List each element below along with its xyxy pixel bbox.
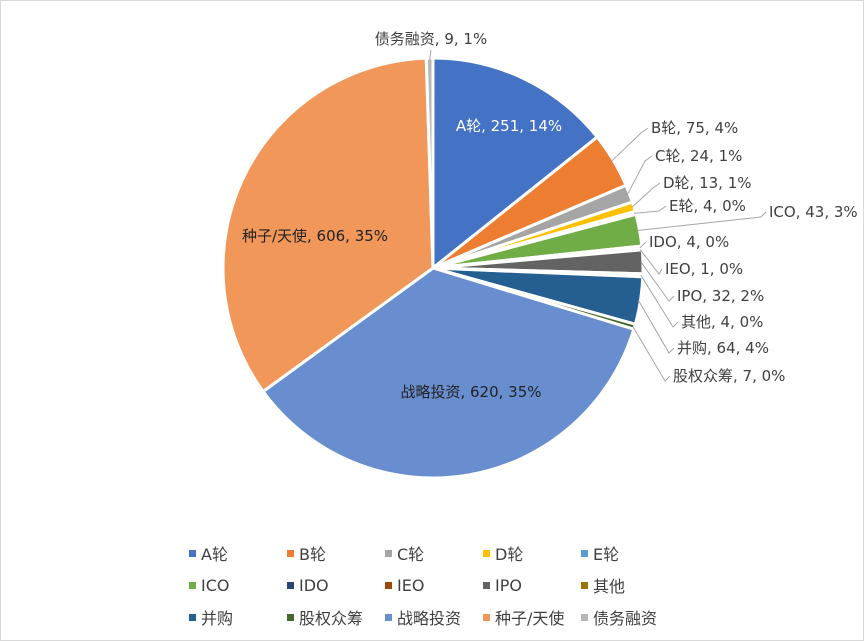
- data-label-7: IDO, 4, 0%: [649, 233, 729, 251]
- data-label-5: E轮, 4, 0%: [669, 197, 746, 215]
- legend-item-10: 其他: [581, 573, 679, 597]
- legend-label: 股权众筹: [299, 609, 364, 628]
- legend-label: 债务融资: [593, 609, 658, 628]
- leader-line-9: [640, 261, 675, 302]
- leader-line-7: [639, 241, 647, 249]
- chart-legend: A轮 B轮 C轮 D轮 E轮 ICO IDO IEO IPO 其他并购 股权众筹 战略投资 种子/天使 债…: [189, 537, 709, 633]
- legend-swatch: [287, 613, 294, 621]
- pie-slice-14: [221, 56, 435, 394]
- legend-item-6: ICO: [189, 576, 287, 595]
- legend-item-2: B轮: [287, 541, 385, 565]
- legend-row-1: A轮 B轮 C轮 D轮 E轮: [189, 537, 709, 569]
- legend-swatch: [483, 549, 490, 557]
- data-label-6: ICO, 43, 3%: [769, 203, 858, 221]
- legend-item-14: 种子/天使: [483, 605, 581, 629]
- legend-label: 其他: [593, 577, 626, 596]
- data-label-4: D轮, 13, 1%: [663, 174, 752, 192]
- data-label-1: A轮, 251, 14%: [456, 117, 562, 135]
- legend-swatch: [385, 613, 392, 621]
- leader-line-8: [639, 249, 663, 275]
- legend-row-2: ICO IDO IEO IPO 其他: [189, 569, 709, 601]
- legend-label: ICO: [201, 575, 230, 595]
- leader-line-3: [627, 155, 653, 195]
- legend-swatch: [287, 549, 294, 557]
- leader-line-10: [640, 275, 679, 328]
- legend-label: IDO: [299, 575, 329, 595]
- pie-slice-1: [431, 56, 600, 272]
- legend-item-7: IDO: [287, 576, 385, 595]
- legend-row-3: 并购 股权众筹 战略投资 种子/天使 债务融资: [189, 601, 709, 633]
- leader-line-5: [633, 205, 667, 214]
- legend-item-8: IEO: [385, 576, 483, 595]
- legend-label: 种子/天使: [495, 609, 565, 628]
- leader-line-2: [611, 127, 649, 162]
- legend-label: A轮: [201, 545, 228, 564]
- pie-slice-13: [261, 266, 636, 480]
- legend-swatch: [581, 613, 588, 621]
- legend-swatch: [581, 581, 588, 589]
- legend-swatch: [189, 613, 196, 621]
- legend-item-13: 战略投资: [385, 605, 483, 629]
- legend-item-9: IPO: [483, 576, 581, 595]
- data-label-15: 债务融资, 9, 1%: [375, 30, 487, 48]
- leader-line-15: [429, 49, 432, 61]
- data-label-12: 股权众筹, 7, 0%: [673, 367, 785, 385]
- data-label-9: IPO, 32, 2%: [677, 287, 764, 305]
- legend-label: B轮: [299, 545, 326, 564]
- data-label-2: B轮, 75, 4%: [651, 119, 738, 137]
- legend-label: 并购: [201, 609, 234, 628]
- legend-item-4: D轮: [483, 541, 581, 565]
- legend-swatch: [483, 613, 490, 621]
- data-label-14: 种子/天使, 606, 35%: [242, 227, 388, 245]
- legend-item-11: 并购: [189, 605, 287, 629]
- legend-swatch: [385, 549, 392, 557]
- legend-label: IPO: [495, 575, 522, 595]
- legend-swatch: [385, 581, 392, 589]
- legend-item-15: 债务融资: [581, 605, 679, 629]
- legend-swatch: [581, 549, 588, 557]
- legend-label: 战略投资: [397, 609, 462, 628]
- legend-item-3: C轮: [385, 541, 483, 565]
- data-label-13: 战略投资, 620, 35%: [400, 383, 541, 401]
- legend-label: C轮: [397, 545, 425, 564]
- legend-item-12: 股权众筹: [287, 605, 385, 629]
- leader-line-6: [637, 211, 767, 231]
- legend-swatch: [189, 581, 196, 589]
- leader-line-4: [631, 182, 661, 208]
- legend-swatch: [483, 581, 490, 589]
- legend-item-5: E轮: [581, 541, 679, 565]
- leader-line-11: [638, 300, 675, 354]
- legend-item-1: A轮: [189, 541, 287, 565]
- data-label-3: C轮, 24, 1%: [655, 147, 742, 165]
- legend-swatch: [287, 581, 294, 589]
- data-label-11: 并购, 64, 4%: [677, 339, 769, 357]
- legend-label: D轮: [495, 545, 524, 564]
- leader-line-12: [632, 325, 671, 382]
- legend-label: IEO: [397, 575, 425, 595]
- data-label-10: 其他, 4, 0%: [681, 313, 763, 331]
- legend-label: E轮: [593, 545, 620, 564]
- data-label-8: IEO, 1, 0%: [665, 260, 743, 278]
- pie-chart: A轮, 251, 14% B轮, 75, 4% C轮, 24, 1% D轮, 13, …: [221, 30, 858, 480]
- legend-swatch: [189, 549, 196, 557]
